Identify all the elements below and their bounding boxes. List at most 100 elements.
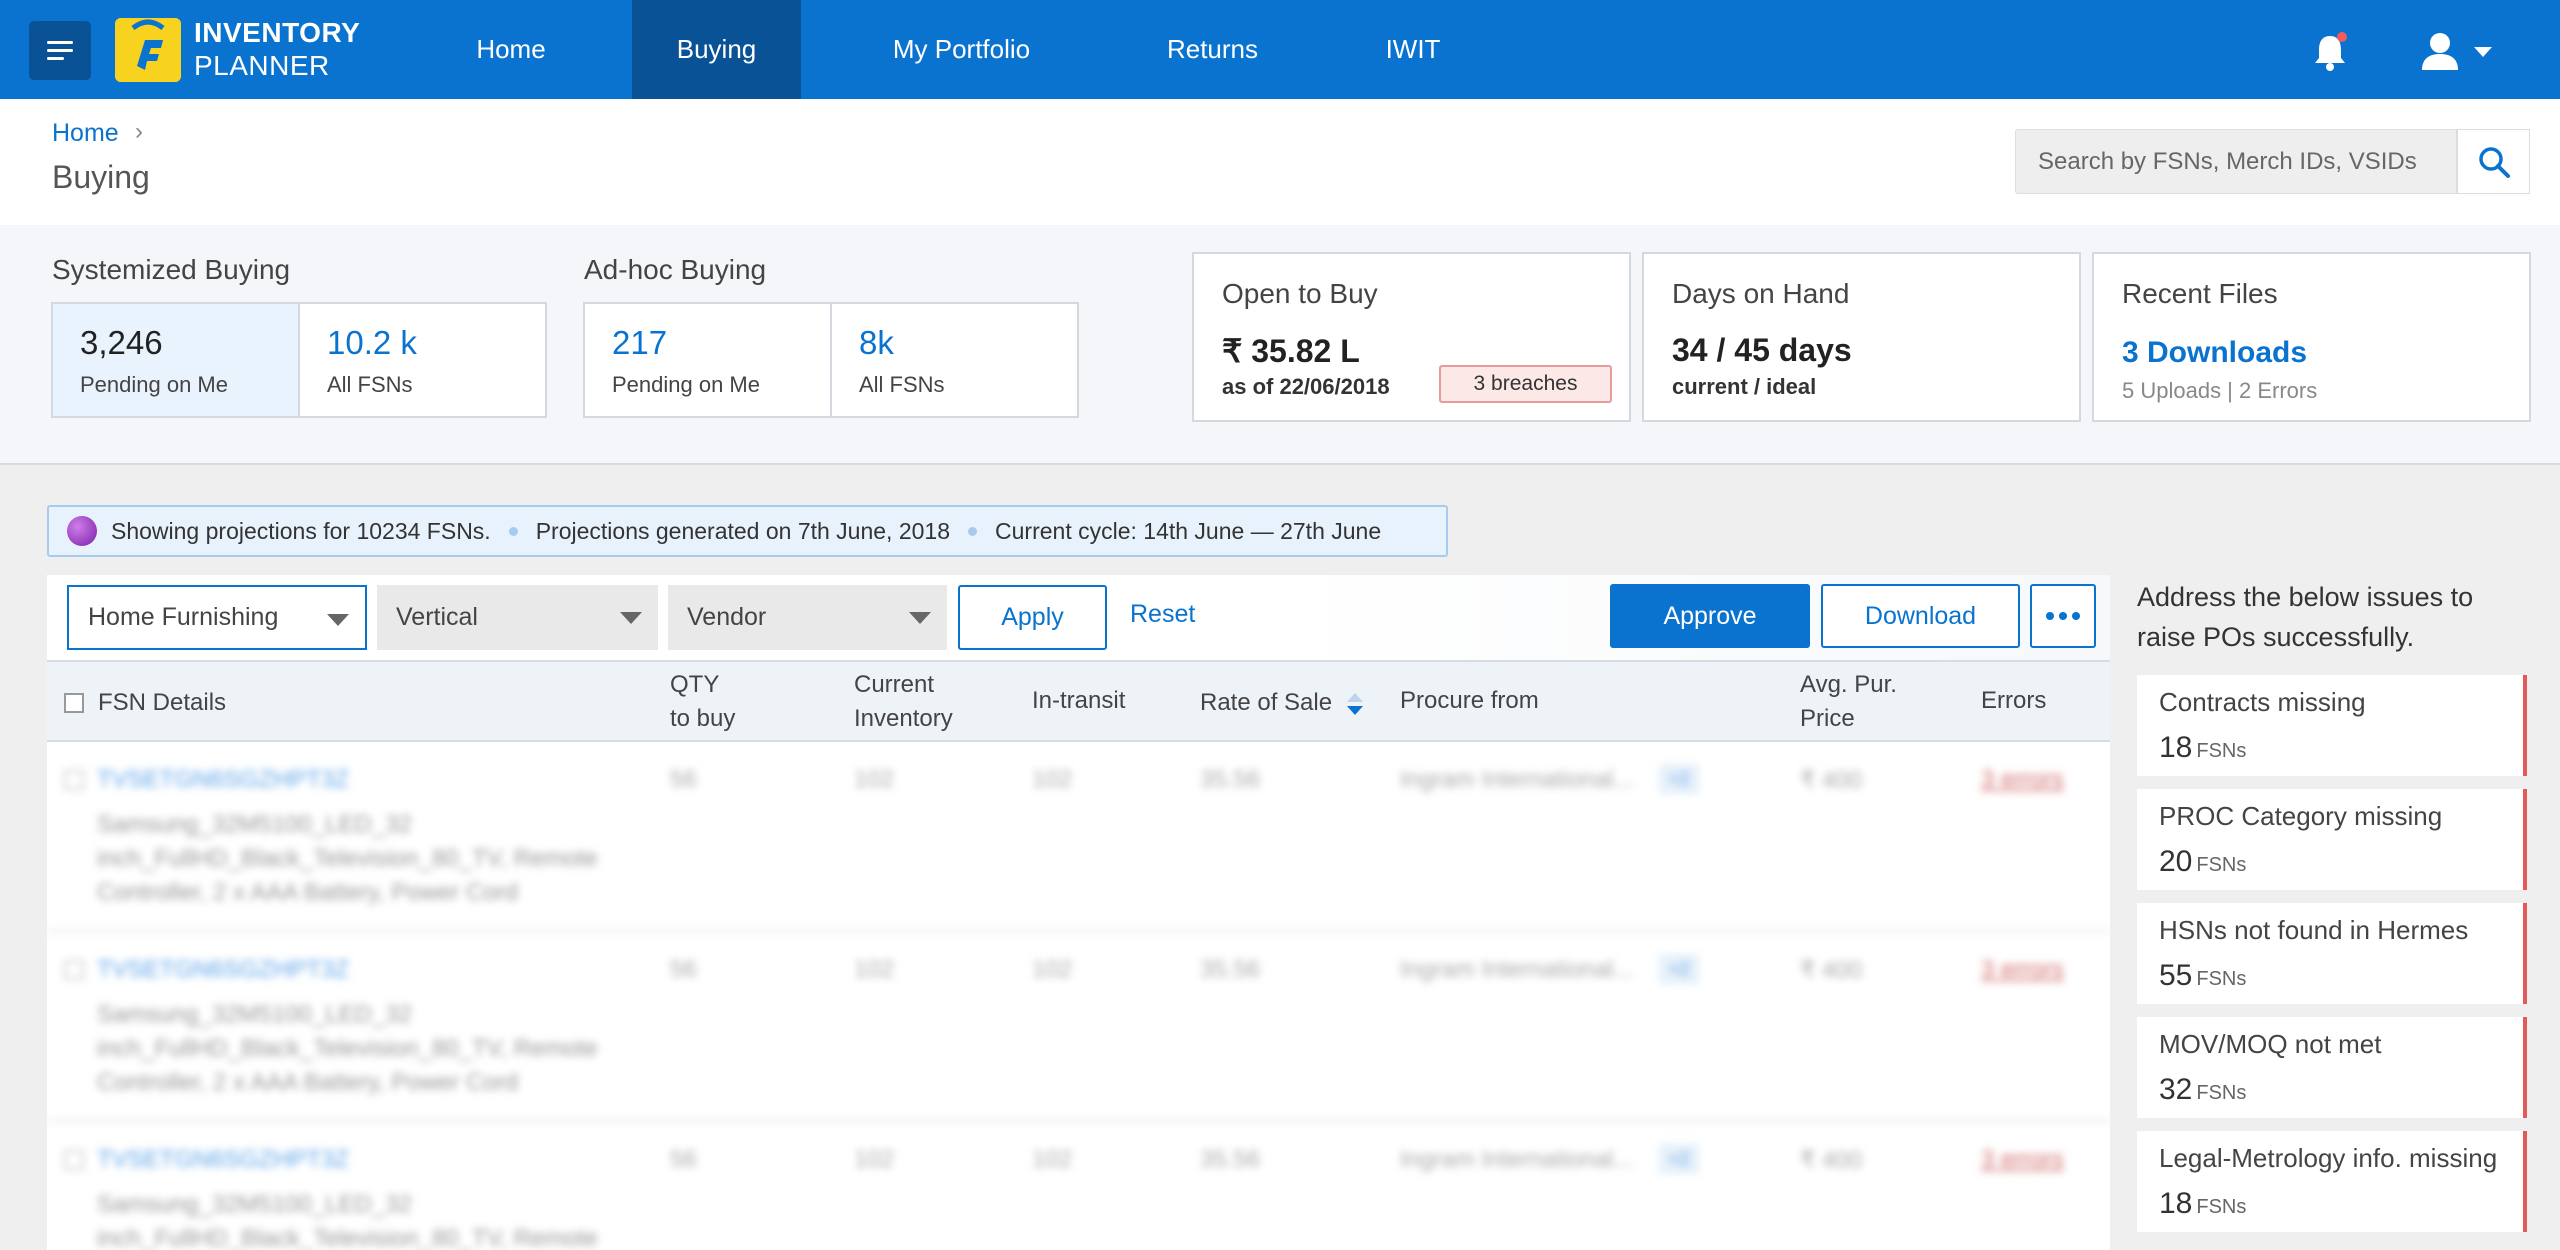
projection-generated: Projections generated on 7th June, 2018 [535, 517, 951, 544]
nav-home[interactable]: Home [476, 34, 546, 64]
systemized-all-card[interactable]: 10.2 k All FSNs [298, 302, 547, 418]
row-transit: 102 [1032, 1146, 1073, 1173]
recent-files-sub: 5 Uploads | 2 Errors [2122, 378, 2318, 403]
issue-card[interactable]: PROC Category missing 20 FSNs [2137, 789, 2527, 890]
systemized-all-label: All FSNs [327, 372, 413, 397]
table-row[interactable]: TVSETGN6SGZHPT3Z Samsung_32M5100_LED_32 … [47, 742, 2110, 932]
col-rate-of-sale[interactable]: Rate of Sale [1200, 686, 1365, 720]
nav-returns[interactable]: Returns [1166, 34, 1259, 64]
row-checkbox[interactable] [64, 770, 84, 790]
projection-banner: Showing projections for 10234 FSNs. Proj… [47, 505, 1448, 557]
table-row[interactable]: TVSETGN6SGZHPT3Z Samsung_32M5100_LED_32 … [47, 1122, 2110, 1250]
issue-unit: FSNs [2196, 1196, 2247, 1218]
adhoc-pending-value: 217 [612, 324, 668, 361]
download-button[interactable]: Download [1821, 584, 2020, 648]
issue-label: Legal-Metrology info. missing [2159, 1143, 2498, 1173]
row-procure: Ingram International... [1400, 1146, 1634, 1173]
nav-buying[interactable]: Buying [632, 0, 801, 99]
table-header: FSN Details QTY to buy Current Inventory… [47, 660, 2110, 742]
col-errors[interactable]: Errors [1981, 687, 2047, 714]
row-description: Samsung_32M5100_LED_32 inch_FullHD_Black… [97, 811, 598, 906]
separator-dot [508, 526, 518, 536]
col-qty-line1: QTY [670, 671, 720, 698]
breadcrumb-separator: › [135, 118, 143, 145]
systemized-buying-title: Systemized Buying [52, 254, 291, 285]
col-qty-to-buy[interactable]: QTY to buy [670, 668, 735, 736]
col-price-line1: Avg. Pur. [1800, 671, 1897, 698]
downloads-link[interactable]: 3 Downloads [2122, 336, 2308, 369]
row-errors[interactable]: 3 errors [1981, 956, 2064, 983]
row-checkbox[interactable] [64, 960, 84, 980]
bell-icon[interactable] [2308, 30, 2352, 74]
user-icon [2422, 33, 2492, 70]
issue-card[interactable]: MOV/MOQ not met 32 FSNs [2137, 1017, 2527, 1118]
more-options-button[interactable] [2030, 584, 2096, 648]
issue-label: MOV/MOQ not met [2159, 1029, 2382, 1059]
issue-card[interactable]: HSNs not found in Hermes 55 FSNs [2137, 903, 2527, 1004]
table-row[interactable]: TVSETGN6SGZHPT3Z Samsung_32M5100_LED_32 … [47, 932, 2110, 1122]
days-on-hand-value: 34 / 45 days [1672, 332, 1852, 368]
adhoc-buying-title: Ad-hoc Buying [584, 254, 767, 285]
col-in-transit[interactable]: In-transit [1032, 687, 1126, 714]
col-avg-pur-price[interactable]: Avg. Pur. Price [1800, 668, 1897, 736]
row-ros: 35.56 [1200, 1146, 1261, 1173]
row-ros: 35.56 [1200, 956, 1261, 983]
issue-count: 18 [2159, 1187, 2193, 1220]
col-procure-from[interactable]: Procure from [1400, 687, 1539, 714]
col-price-line2: Price [1800, 705, 1855, 732]
nav-my-portfolio[interactable]: My Portfolio [892, 34, 1031, 64]
systemized-pending-card[interactable]: 3,246 Pending on Me [51, 302, 300, 418]
open-to-buy-date: as of 22/06/2018 [1222, 374, 1390, 399]
issue-count: 18 [2159, 731, 2193, 764]
projection-icon [67, 516, 97, 546]
chevron-down-icon [2474, 47, 2492, 57]
row-fsn[interactable]: TVSETGN6SGZHPT3Z [97, 1146, 350, 1173]
adhoc-pending-card[interactable]: 217 Pending on Me [583, 302, 832, 418]
row-errors[interactable]: 3 errors [1981, 1146, 2064, 1173]
row-fsn[interactable]: TVSETGN6SGZHPT3Z [97, 956, 350, 983]
row-fsn[interactable]: TVSETGN6SGZHPT3Z [97, 766, 350, 793]
search-button[interactable] [2457, 129, 2530, 194]
user-menu[interactable] [2420, 30, 2510, 74]
row-price: ₹ 400 [1800, 957, 1862, 984]
days-on-hand-card: Days on Hand 34 / 45 days current / idea… [1642, 252, 2081, 422]
row-more-vendors[interactable]: +2 [1659, 1144, 1699, 1174]
category-dropdown[interactable]: Home Furnishing [67, 585, 367, 650]
top-nav-bar: INVENTORY PLANNER Home Buying My Portfol… [0, 0, 2560, 99]
breaches-badge[interactable]: 3 breaches [1439, 365, 1612, 403]
issue-card[interactable]: Contracts missing 18 FSNs [2137, 675, 2527, 776]
row-more-vendors[interactable]: +2 [1659, 954, 1699, 984]
row-checkbox[interactable] [64, 1150, 84, 1170]
breadcrumb-home[interactable]: Home [52, 119, 119, 147]
projection-count: Showing projections for 10234 FSNs. [111, 517, 491, 544]
nav-iwit[interactable]: IWIT [1385, 34, 1441, 64]
issue-card[interactable]: Legal-Metrology info. missing 18 FSNs [2137, 1131, 2527, 1232]
select-all-checkbox[interactable] [64, 693, 84, 713]
issue-label: Contracts missing [2159, 687, 2366, 717]
row-inventory: 102 [854, 766, 895, 793]
vertical-dropdown[interactable]: Vertical [377, 585, 658, 650]
menu-icon[interactable] [29, 21, 91, 80]
row-description: Samsung_32M5100_LED_32 inch_FullHD_Black… [97, 1191, 598, 1250]
row-procure: Ingram International... [1400, 766, 1634, 793]
adhoc-all-label: All FSNs [859, 372, 945, 397]
recent-files-title: Recent Files [2122, 278, 2278, 309]
table-body: TVSETGN6SGZHPT3Z Samsung_32M5100_LED_32 … [47, 742, 2110, 1250]
col-current-inventory[interactable]: Current Inventory [854, 668, 953, 736]
row-transit: 102 [1032, 766, 1073, 793]
row-inventory: 102 [854, 956, 895, 983]
issue-label: PROC Category missing [2159, 801, 2443, 831]
adhoc-all-card[interactable]: 8k All FSNs [830, 302, 1079, 418]
adhoc-pending-label: Pending on Me [612, 372, 760, 397]
apply-button[interactable]: Apply [958, 585, 1107, 650]
reset-button[interactable]: Reset [1130, 600, 1196, 628]
row-procure: Ingram International... [1400, 956, 1634, 983]
row-more-vendors[interactable]: +2 [1659, 764, 1699, 794]
vendor-dropdown[interactable]: Vendor [668, 585, 947, 650]
search-input[interactable]: Search by FSNs, Merch IDs, VSIDs [2015, 129, 2457, 194]
col-qty-line2: to buy [670, 705, 736, 732]
row-ros: 35.56 [1200, 766, 1261, 793]
col-fsn-details[interactable]: FSN Details [98, 689, 227, 716]
row-errors[interactable]: 3 errors [1981, 766, 2064, 793]
approve-button[interactable]: Approve [1610, 584, 1810, 648]
